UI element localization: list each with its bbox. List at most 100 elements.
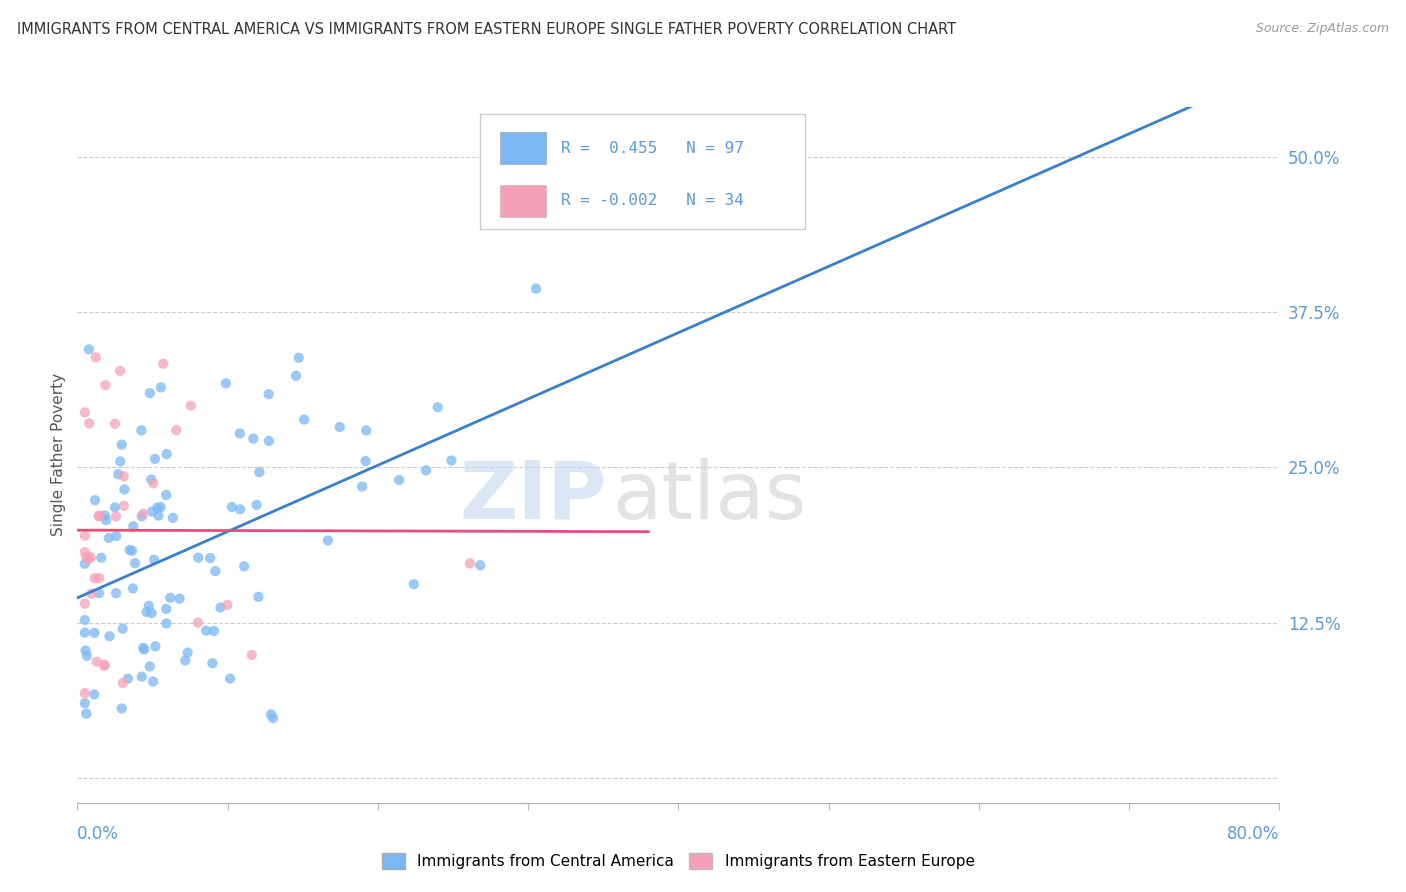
Point: [114, 483, 136, 497]
Point: [195, 624, 218, 638]
Point: [388, 473, 411, 487]
Point: [75, 706, 97, 721]
Point: [148, 508, 170, 523]
Point: [73, 625, 96, 640]
Point: [97, 531, 120, 545]
Point: [104, 500, 127, 515]
Point: [105, 586, 128, 600]
Point: [152, 357, 174, 371]
Point: [470, 558, 492, 573]
Point: [354, 424, 377, 438]
Point: [242, 432, 264, 446]
Point: [215, 376, 238, 391]
Point: [111, 676, 134, 690]
Point: [108, 364, 131, 378]
Text: 0.0%: 0.0%: [77, 825, 120, 843]
Point: [524, 282, 547, 296]
Point: [134, 642, 156, 657]
Text: ZIP: ZIP: [458, 458, 606, 536]
Bar: [501, 185, 546, 217]
Point: [105, 529, 128, 543]
Point: [440, 453, 463, 467]
Point: [112, 469, 135, 483]
Point: [94, 378, 117, 392]
Point: [209, 600, 232, 615]
Point: [257, 387, 280, 401]
Point: [229, 426, 252, 441]
Point: [112, 499, 135, 513]
Point: [122, 582, 145, 596]
Point: [131, 509, 153, 524]
Point: [104, 509, 127, 524]
Point: [89, 508, 111, 523]
Point: [245, 498, 267, 512]
Point: [76, 648, 98, 663]
Point: [76, 549, 98, 564]
Point: [86, 655, 108, 669]
Point: [111, 437, 134, 451]
Point: [176, 646, 198, 660]
Point: [292, 412, 315, 426]
Point: [73, 696, 96, 710]
Point: [159, 591, 181, 605]
Point: [247, 465, 270, 479]
Point: [187, 615, 209, 630]
Point: [111, 622, 134, 636]
Point: [285, 368, 308, 383]
Point: [93, 659, 115, 673]
Point: [402, 577, 425, 591]
Point: [156, 447, 179, 461]
Point: [131, 424, 153, 438]
Point: [83, 687, 105, 701]
Point: [93, 657, 115, 672]
Y-axis label: Single Father Poverty: Single Father Poverty: [51, 374, 66, 536]
Point: [77, 343, 100, 357]
Point: [180, 399, 202, 413]
Point: [73, 528, 96, 542]
Point: [155, 488, 177, 502]
Point: [143, 451, 166, 466]
Point: [155, 602, 177, 616]
Point: [146, 500, 169, 515]
Point: [83, 626, 105, 640]
Point: [262, 711, 284, 725]
Point: [149, 380, 172, 394]
Point: [219, 672, 242, 686]
Point: [89, 571, 111, 585]
Point: [141, 505, 163, 519]
Point: [83, 571, 105, 585]
Point: [240, 648, 263, 662]
Point: [155, 616, 177, 631]
FancyBboxPatch shape: [479, 114, 804, 229]
Point: [73, 405, 96, 419]
Point: [80, 550, 103, 565]
Point: [98, 629, 121, 643]
Point: [138, 599, 160, 613]
Point: [352, 479, 374, 493]
Point: [135, 605, 157, 619]
Point: [142, 674, 165, 689]
Point: [287, 351, 309, 365]
Point: [110, 454, 132, 468]
Point: [139, 386, 162, 401]
Point: [73, 686, 96, 700]
Point: [354, 454, 377, 468]
Point: [121, 543, 143, 558]
Point: [132, 640, 155, 655]
Point: [75, 643, 97, 657]
Point: [202, 624, 225, 638]
Point: [73, 557, 96, 571]
Point: [73, 613, 96, 627]
Point: [90, 550, 112, 565]
Point: [73, 545, 96, 559]
Point: [260, 707, 283, 722]
Point: [426, 401, 449, 415]
Point: [77, 552, 100, 566]
Point: [415, 463, 437, 477]
Text: Source: ZipAtlas.com: Source: ZipAtlas.com: [1256, 22, 1389, 36]
Point: [131, 670, 153, 684]
Point: [80, 587, 103, 601]
Point: [84, 493, 107, 508]
Point: [117, 672, 139, 686]
Text: IMMIGRANTS FROM CENTRAL AMERICA VS IMMIGRANTS FROM EASTERN EUROPE SINGLE FATHER : IMMIGRANTS FROM CENTRAL AMERICA VS IMMIG…: [17, 22, 956, 37]
